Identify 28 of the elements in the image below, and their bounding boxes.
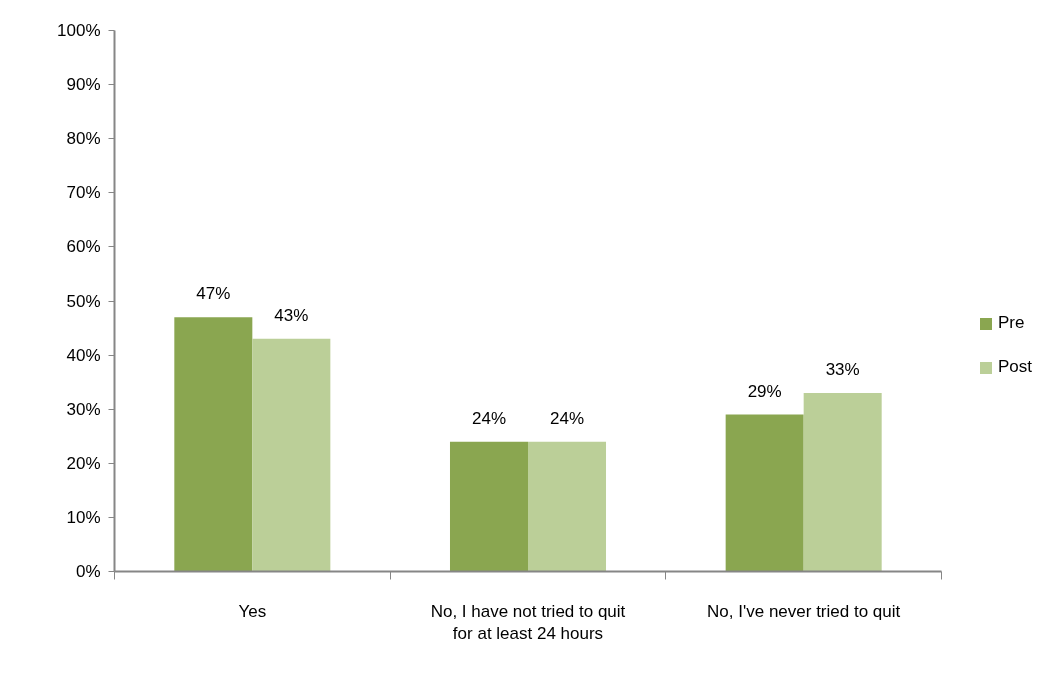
x-tick-label: No, I have not tried to quit for at least 24 hours bbox=[430, 601, 626, 644]
y-tick-label: 0% bbox=[75, 562, 101, 581]
bar bbox=[528, 441, 607, 572]
legend-label: Pre bbox=[998, 313, 1025, 333]
bar bbox=[174, 317, 253, 572]
y-tick-label: 90% bbox=[66, 75, 101, 95]
y-tick-label: 50% bbox=[66, 291, 101, 311]
data-label: 43% bbox=[274, 305, 309, 325]
data-label: 47% bbox=[196, 284, 231, 304]
y-tick-label: 60% bbox=[66, 237, 101, 257]
y-tick-label: 40% bbox=[66, 345, 101, 365]
y-tick-label: 20% bbox=[66, 453, 101, 473]
y-tick-label: 30% bbox=[66, 399, 101, 419]
data-label: 29% bbox=[747, 381, 782, 401]
data-label: 24% bbox=[471, 408, 507, 428]
bar bbox=[725, 414, 804, 572]
x-tick-label: Yes bbox=[238, 601, 267, 621]
x-tick-label: No, I've never tried to quit bbox=[707, 601, 901, 621]
y-tick-label: 80% bbox=[66, 129, 101, 149]
bar bbox=[803, 392, 882, 572]
bar bbox=[252, 338, 331, 572]
legend-label: Post bbox=[998, 357, 1033, 377]
data-label: 33% bbox=[825, 359, 860, 379]
y-tick-label: 70% bbox=[66, 183, 101, 203]
bar bbox=[449, 441, 528, 572]
data-label: 24% bbox=[549, 408, 585, 428]
y-tick-label: 10% bbox=[66, 507, 101, 527]
y-tick-label: 100% bbox=[57, 21, 101, 40]
